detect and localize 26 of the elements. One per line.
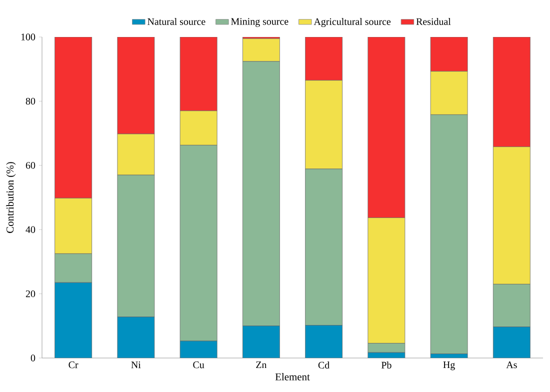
bar [180,340,218,358]
x-tick-label: Pb [381,362,392,369]
x-tick-label: Zn [256,362,267,368]
y-tick-label: 40 [26,226,36,233]
x-tick-label: Cu [193,362,204,368]
y-axis-title: Contribution (%) [6,162,16,233]
bar [305,325,343,358]
y-tick-label: 80 [26,98,36,105]
x-tick-label: Hg [443,362,455,370]
legend-label: Agricultural source [314,18,391,28]
x-axis-title: Element [275,373,310,380]
legend-label: Mining source [231,18,288,27]
y-tick-label: 20 [26,290,36,298]
x-tick-label: As [506,362,517,368]
y-tick-label: 60 [26,162,36,169]
bar [492,326,530,358]
y-tick-label: 0 [30,354,36,362]
x-tick-label: Ni [131,362,141,368]
bar [54,282,92,358]
legend-label: Residual [416,18,451,25]
y-tick-label: 100 [21,34,36,40]
legend-label: Natural source [148,18,206,25]
bar [242,326,280,358]
x-tick-label: Cr [68,362,78,368]
bar [117,316,155,358]
x-tick-label: Cd [318,362,330,369]
